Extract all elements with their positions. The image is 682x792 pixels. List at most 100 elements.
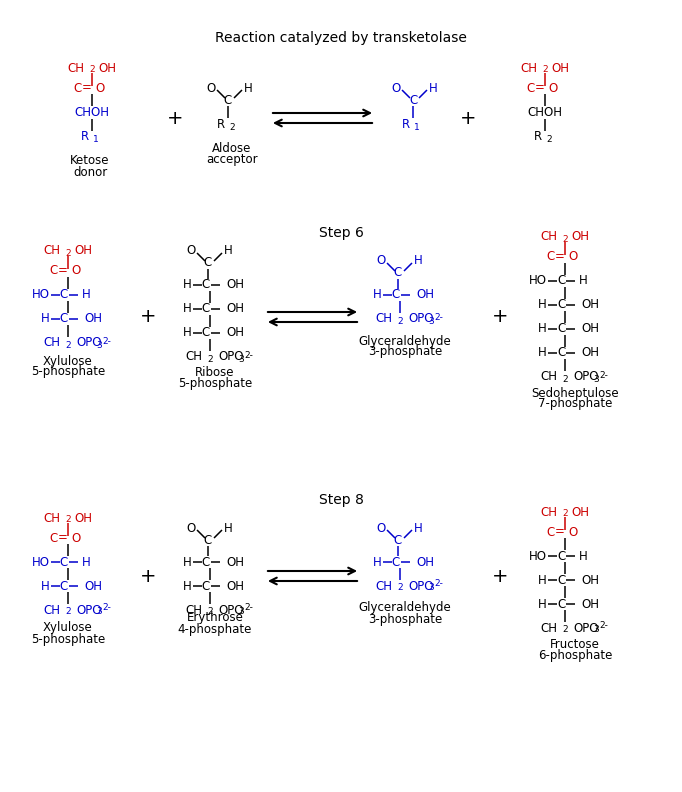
Text: C: C: [547, 250, 555, 264]
Text: =: =: [82, 82, 92, 94]
Text: 2: 2: [562, 375, 567, 383]
Text: 1: 1: [93, 135, 99, 143]
Text: OH: OH: [226, 555, 244, 569]
Text: OH: OH: [581, 597, 599, 611]
Text: OPO: OPO: [573, 371, 599, 383]
Text: +: +: [460, 109, 476, 128]
Text: 2: 2: [562, 509, 567, 519]
Text: C: C: [60, 555, 68, 569]
Text: 3: 3: [593, 626, 599, 634]
Text: H: H: [538, 322, 547, 336]
Text: OH: OH: [84, 313, 102, 326]
Text: 3-phosphate: 3-phosphate: [368, 345, 442, 359]
Text: CH: CH: [540, 505, 557, 519]
Text: CH: CH: [185, 604, 202, 616]
Text: OPO: OPO: [408, 580, 434, 592]
Text: 7-phosphate: 7-phosphate: [538, 398, 612, 410]
Text: 2-: 2-: [244, 604, 253, 612]
Text: H: H: [183, 580, 192, 592]
Text: OH: OH: [226, 580, 244, 592]
Text: H: H: [183, 279, 192, 291]
Text: C: C: [202, 555, 210, 569]
Text: H: H: [183, 555, 192, 569]
Text: H: H: [373, 555, 382, 569]
Text: 2: 2: [546, 135, 552, 143]
Text: =: =: [555, 250, 565, 264]
Text: O: O: [391, 82, 401, 94]
Text: HO: HO: [32, 555, 50, 569]
Text: 2: 2: [89, 66, 95, 74]
Text: 6-phosphate: 6-phosphate: [538, 649, 612, 661]
Text: 3: 3: [593, 375, 599, 383]
Text: 2: 2: [207, 355, 213, 364]
Text: H: H: [183, 326, 192, 340]
Text: 2: 2: [397, 584, 402, 592]
Text: H: H: [82, 288, 91, 302]
Text: 2: 2: [207, 607, 213, 616]
Text: C: C: [60, 288, 68, 302]
Text: C: C: [202, 326, 210, 340]
Text: O: O: [71, 265, 80, 277]
Text: 4-phosphate: 4-phosphate: [178, 623, 252, 635]
Text: H: H: [579, 550, 588, 562]
Text: C: C: [557, 573, 565, 587]
Text: H: H: [579, 275, 588, 287]
Text: CH: CH: [43, 512, 60, 524]
Text: H: H: [538, 299, 547, 311]
Text: C: C: [202, 580, 210, 592]
Text: Glyceraldehyde: Glyceraldehyde: [359, 334, 451, 348]
Text: 5-phosphate: 5-phosphate: [178, 378, 252, 390]
Text: 2: 2: [65, 249, 71, 257]
Text: Step 8: Step 8: [318, 493, 364, 507]
Text: +: +: [492, 307, 508, 326]
Text: acceptor: acceptor: [206, 154, 258, 166]
Text: 3: 3: [428, 317, 434, 326]
Text: Reaction catalyzed by transketolase: Reaction catalyzed by transketolase: [215, 31, 467, 45]
Text: Ketose: Ketose: [70, 154, 110, 166]
Text: C: C: [202, 279, 210, 291]
Text: O: O: [376, 254, 386, 268]
Text: CH: CH: [540, 622, 557, 634]
Text: O: O: [376, 521, 386, 535]
Text: CH: CH: [540, 371, 557, 383]
Text: 3: 3: [428, 584, 434, 592]
Text: C: C: [409, 93, 417, 106]
Text: OH: OH: [416, 555, 434, 569]
Text: 1: 1: [414, 123, 419, 131]
Text: O: O: [548, 82, 557, 94]
Text: CH: CH: [375, 313, 392, 326]
Text: CH: CH: [67, 62, 84, 74]
Text: OH: OH: [74, 245, 92, 257]
Text: 2: 2: [542, 66, 548, 74]
Text: C: C: [394, 534, 402, 546]
Text: OH: OH: [581, 573, 599, 587]
Text: O: O: [187, 521, 196, 535]
Text: HO: HO: [529, 550, 547, 562]
Text: 2-: 2-: [244, 351, 253, 360]
Text: OPO: OPO: [76, 337, 102, 349]
Text: OH: OH: [416, 288, 434, 302]
Text: OH: OH: [84, 580, 102, 592]
Text: R: R: [81, 131, 89, 143]
Text: H: H: [224, 521, 233, 535]
Text: OH: OH: [226, 303, 244, 315]
Text: CHOH: CHOH: [527, 105, 563, 119]
Text: H: H: [224, 245, 233, 257]
Text: OPO: OPO: [218, 604, 243, 616]
Text: =: =: [535, 82, 545, 94]
Text: R: R: [534, 131, 542, 143]
Text: 2: 2: [397, 317, 402, 326]
Text: 3: 3: [96, 341, 102, 349]
Text: HO: HO: [32, 288, 50, 302]
Text: CH: CH: [520, 62, 537, 74]
Text: CH: CH: [540, 230, 557, 243]
Text: OH: OH: [74, 512, 92, 524]
Text: OH: OH: [581, 299, 599, 311]
Text: 2-: 2-: [102, 337, 111, 345]
Text: C: C: [557, 347, 565, 360]
Text: H: H: [82, 555, 91, 569]
Text: 3: 3: [96, 607, 102, 616]
Text: OPO: OPO: [76, 604, 102, 616]
Text: H: H: [183, 303, 192, 315]
Text: C: C: [60, 313, 68, 326]
